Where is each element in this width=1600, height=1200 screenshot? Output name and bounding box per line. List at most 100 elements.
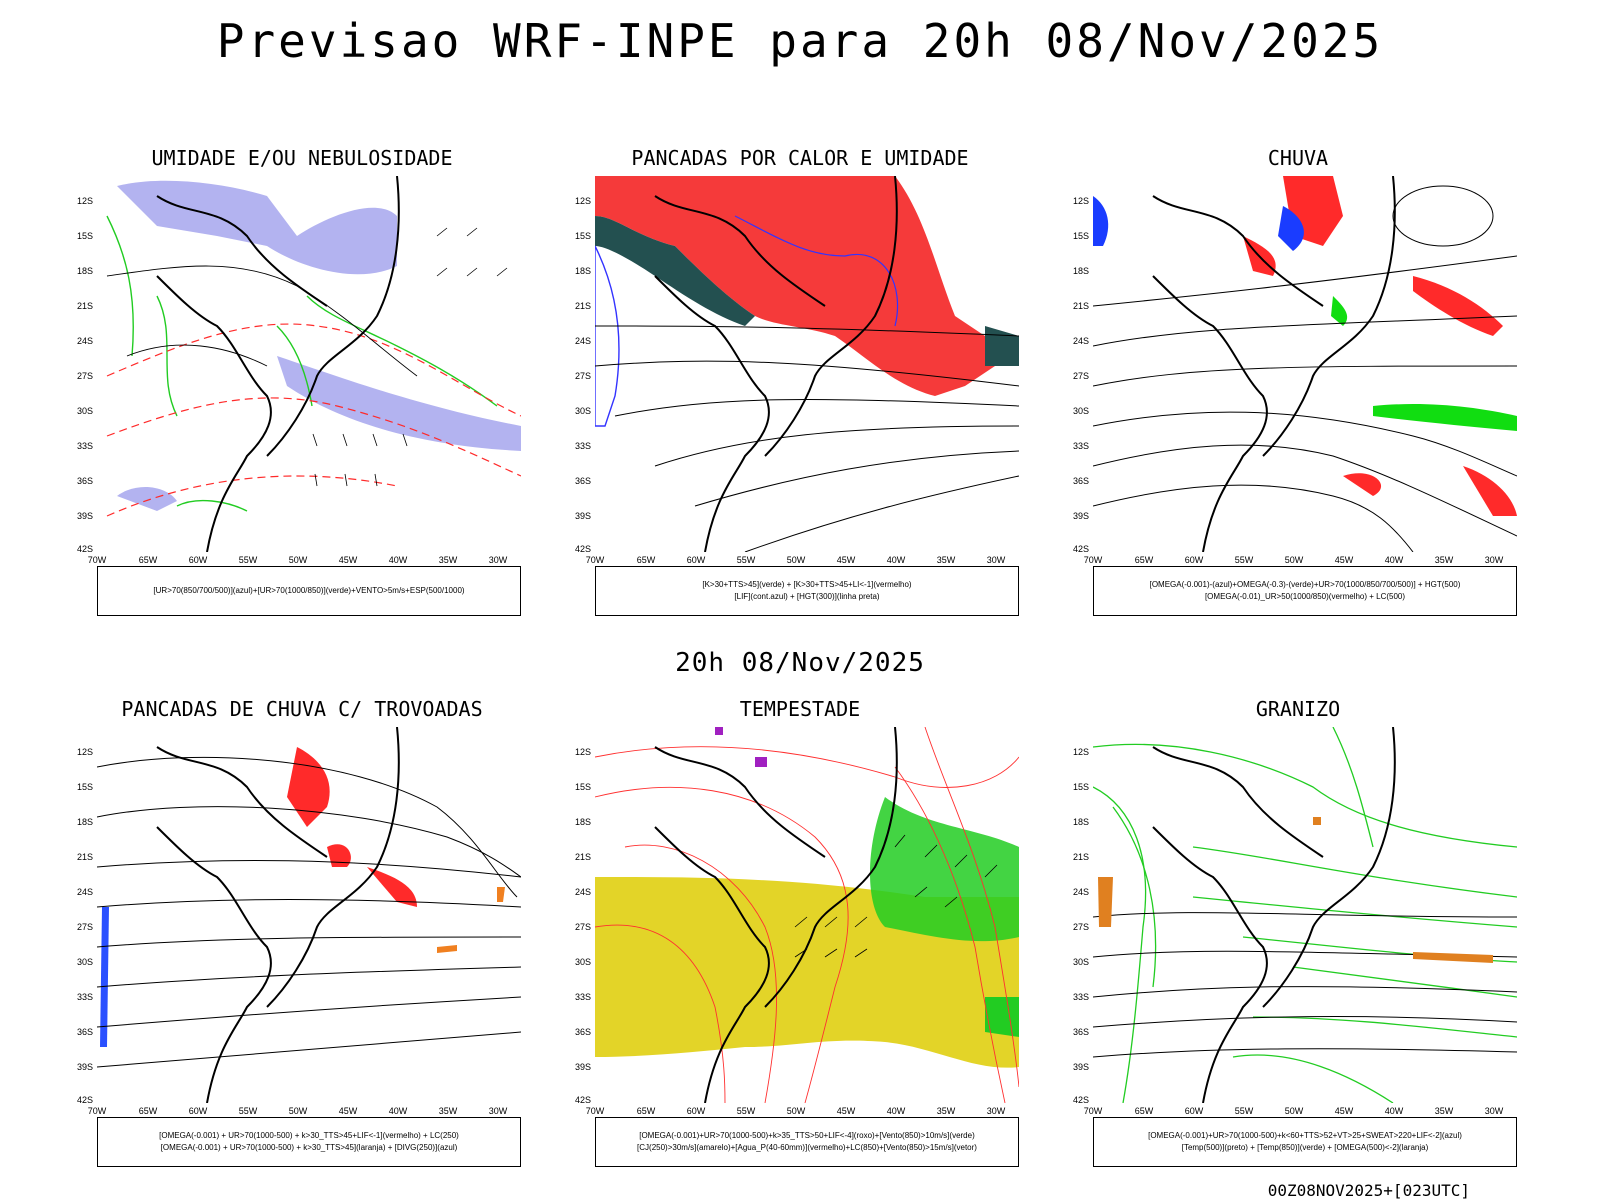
- y-tick: 39S: [1072, 511, 1089, 521]
- x-tick: 35W: [1434, 1106, 1454, 1116]
- x-tick: 30W: [488, 1106, 508, 1116]
- y-tick: 42S: [76, 1095, 93, 1105]
- y-tick: 30S: [574, 406, 591, 416]
- legend-line: [OMEGA(-0.01)_UR>50(1000/850)(vermelho) …: [1204, 592, 1406, 601]
- panel-title: GRANIZO: [1255, 697, 1341, 721]
- y-tick: 39S: [574, 511, 591, 521]
- y-tick: 21S: [1072, 301, 1089, 311]
- x-tick: 70W: [1083, 1106, 1103, 1116]
- map-plot: [97, 176, 521, 552]
- footer-timestamp: 00Z08NOV2025+[023UTC]: [1267, 1181, 1470, 1200]
- x-tick: 65W: [138, 1106, 158, 1116]
- map-frame: 12S 15S 18S 21S 24S 27S 30S 33S 36S 39S …: [1073, 176, 1517, 565]
- y-tick: 18S: [574, 266, 591, 276]
- y-tick: 36S: [76, 476, 93, 486]
- x-tick: 70W: [585, 555, 605, 565]
- x-tick: 70W: [87, 1106, 107, 1116]
- y-tick: 33S: [76, 441, 93, 451]
- x-tick: 55W: [238, 1106, 258, 1116]
- panel-legend: [OMEGA(-0.001)-(azul)+OMEGA(-0.3)-(verde…: [1093, 566, 1517, 616]
- panel-legend: [UR>70(850/700/500)](azul)+[UR>70(1000/8…: [97, 566, 521, 616]
- y-tick: 12S: [574, 196, 591, 206]
- y-tick: 27S: [76, 922, 93, 932]
- y-tick: 18S: [76, 266, 93, 276]
- x-tick: 50W: [1284, 555, 1304, 565]
- y-tick: 21S: [76, 301, 93, 311]
- legend-line: [CJ(250)>30m/s](amarelo)+[Agua_P(40-60mm…: [637, 1143, 977, 1152]
- x-tick: 40W: [388, 555, 408, 565]
- y-tick: 15S: [1072, 231, 1089, 241]
- y-tick: 42S: [1072, 1095, 1089, 1105]
- map-frame: 12S 15S 18S 21S 24S 27S 30S 33S 36S 39S …: [77, 176, 521, 565]
- y-tick: 30S: [1072, 957, 1089, 967]
- y-tick: 36S: [1072, 1027, 1089, 1037]
- x-tick: 60W: [686, 1106, 706, 1116]
- y-tick: 15S: [1072, 782, 1089, 792]
- y-tick: 36S: [574, 1027, 591, 1037]
- legend-line: [OMEGA(-0.001) + UR>70(1000-500) + k>30_…: [159, 1131, 459, 1140]
- y-tick: 27S: [76, 371, 93, 381]
- x-tick: 30W: [1484, 1106, 1504, 1116]
- y-tick: 27S: [1072, 371, 1089, 381]
- legend-line: [Temp(500)](preto) + [Temp(850)](verde) …: [1181, 1143, 1429, 1152]
- y-tick: 39S: [76, 511, 93, 521]
- panel-pancadas-trovoadas: PANCADAS DE CHUVA C/ TROVOADAS 12S 15S 1…: [67, 697, 537, 1167]
- y-tick: 21S: [574, 852, 591, 862]
- x-tick: 40W: [1384, 1106, 1404, 1116]
- legend-line: [K>30+TTS>45](verde) + [K>30+TTS>45+LI<-…: [702, 580, 912, 589]
- legend-line: [OMEGA(-0.001)+UR>70(1000-500)+k<60+TTS>…: [1148, 1131, 1462, 1140]
- panel-tempestade: TEMPESTADE: [565, 697, 1035, 1167]
- y-tick: 18S: [574, 817, 591, 827]
- x-tick: 30W: [1484, 555, 1504, 565]
- x-tick: 50W: [786, 555, 806, 565]
- panel-title: UMIDADE E/OU NEBULOSIDADE: [151, 146, 453, 170]
- x-tick: 55W: [1234, 555, 1254, 565]
- x-tick: 60W: [686, 555, 706, 565]
- x-tick: 30W: [986, 555, 1006, 565]
- x-tick: 35W: [936, 555, 956, 565]
- x-tick: 60W: [1184, 555, 1204, 565]
- main-title: Previsao WRF-INPE para 20h 08/Nov/2025: [216, 14, 1384, 68]
- y-tick: 33S: [574, 992, 591, 1002]
- y-tick: 18S: [1072, 266, 1089, 276]
- x-tick: 35W: [438, 555, 458, 565]
- map-plot: [595, 727, 1019, 1103]
- x-tick: 65W: [636, 555, 656, 565]
- x-tick: 45W: [338, 1106, 358, 1116]
- y-tick: 12S: [574, 747, 591, 757]
- panel-pancadas-calor: PANCADAS POR CALOR E UMIDADE 12S 15S 18S…: [565, 146, 1035, 616]
- x-tick: 35W: [438, 1106, 458, 1116]
- x-tick: 55W: [736, 555, 756, 565]
- y-tick: 24S: [574, 336, 591, 346]
- panel-legend: [OMEGA(-0.001)+UR>70(1000-500)+k<60+TTS>…: [1093, 1117, 1517, 1167]
- panel-granizo: GRANIZO: [1063, 697, 1533, 1167]
- legend-line: [OMEGA(-0.001) + UR>70(1000-500) + k>30_…: [160, 1143, 458, 1152]
- y-tick: 27S: [1072, 922, 1089, 932]
- y-tick: 24S: [76, 336, 93, 346]
- y-tick: 15S: [574, 231, 591, 241]
- y-tick: 39S: [1072, 1062, 1089, 1072]
- map-frame: 12S 15S 18S 21S 24S 27S 30S 33S 36S 39S …: [575, 727, 1019, 1116]
- x-tick: 60W: [188, 555, 208, 565]
- y-tick: 36S: [1072, 476, 1089, 486]
- y-tick: 15S: [76, 782, 93, 792]
- x-tick: 45W: [338, 555, 358, 565]
- map-frame: 12S 15S 18S 21S 24S 27S 30S 33S 36S 39S …: [77, 727, 521, 1116]
- panel-title: CHUVA: [1267, 146, 1329, 170]
- x-tick: 50W: [1284, 1106, 1304, 1116]
- panel-title: TEMPESTADE: [739, 697, 861, 721]
- y-tick: 42S: [1072, 544, 1089, 554]
- x-tick: 35W: [1434, 555, 1454, 565]
- panel-title: PANCADAS DE CHUVA C/ TROVOADAS: [121, 697, 483, 721]
- x-tick: 65W: [138, 555, 158, 565]
- map-plot: [595, 176, 1019, 552]
- x-tick: 70W: [1083, 555, 1103, 565]
- y-tick: 33S: [1072, 441, 1089, 451]
- x-tick: 65W: [1134, 555, 1154, 565]
- x-tick: 30W: [488, 555, 508, 565]
- y-tick: 36S: [76, 1027, 93, 1037]
- panel-legend: [OMEGA(-0.001)+UR>70(1000-500)+k>35_TTS>…: [595, 1117, 1019, 1167]
- y-tick: 39S: [76, 1062, 93, 1072]
- y-tick: 12S: [1072, 747, 1089, 757]
- y-tick: 12S: [76, 747, 93, 757]
